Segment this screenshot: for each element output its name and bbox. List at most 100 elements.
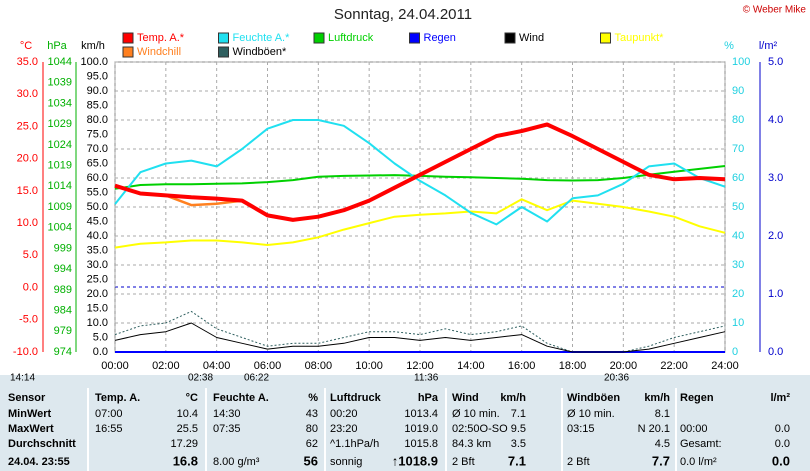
y-tick-label: 45.0: [87, 215, 108, 227]
legend-swatch: [600, 32, 611, 44]
table-cell: 07:00: [95, 408, 123, 420]
table-cell: 24.04. 23:55: [8, 456, 70, 468]
table-cell: 1019.0: [404, 423, 438, 435]
y-tick-label: 50.0: [87, 201, 108, 213]
series-line: [114, 119, 726, 226]
y-tick-label: 5.0: [768, 56, 783, 68]
x-tick-label: 00:00: [101, 360, 129, 372]
legend-label: Feuchte A.*: [233, 32, 291, 44]
y-tick-label: 30.0: [17, 88, 38, 100]
table-cell: 0.0: [775, 438, 790, 450]
x-tick-label: 24:00: [711, 360, 739, 372]
y-tick-label: -10.0: [13, 346, 38, 358]
axis-unit: km/h: [81, 40, 105, 52]
table-cell: ^1.1hPa/h: [330, 438, 379, 450]
table-cell: 00:00: [680, 423, 708, 435]
series-line: [114, 322, 726, 353]
table-header: %: [308, 392, 318, 404]
y-tick-label: 80: [732, 114, 744, 126]
table-header: Wind: [452, 392, 479, 404]
legend-label: Windböen*: [233, 46, 288, 58]
x-tick-label: 18:00: [559, 360, 587, 372]
axis-unit: %: [724, 40, 734, 52]
legend-swatch: [504, 32, 516, 44]
y-tick-label: 1034: [48, 97, 72, 109]
y-tick-label: 5.0: [93, 331, 108, 343]
y-tick-label: -5.0: [19, 314, 38, 326]
y-tick-label: 984: [54, 304, 72, 316]
table-cell: 56: [304, 453, 318, 468]
y-tick-label: 989: [54, 284, 72, 296]
y-tick-label: 15.0: [87, 302, 108, 314]
table-cell: 1015.8: [404, 438, 438, 450]
table-cell: Durchschnitt: [8, 438, 76, 450]
table-header: Temp. A.: [95, 392, 140, 404]
table-cell: MaxWert: [8, 423, 54, 435]
table-cell: sonnig: [330, 456, 362, 468]
legend-swatch: [122, 32, 134, 44]
table-header: °C: [186, 392, 198, 404]
table-cell: 80: [306, 423, 318, 435]
legend-swatch: [122, 46, 134, 58]
y-tick-label: 75.0: [87, 128, 108, 140]
table-header: Sensor: [8, 392, 46, 404]
title: Sonntag, 24.04.2011: [334, 6, 472, 23]
y-tick-label: 35.0: [17, 56, 38, 68]
y-tick-label: 25.0: [17, 120, 38, 132]
x-tick-label: 04:00: [203, 360, 231, 372]
table-cell: 7.1: [511, 408, 526, 420]
y-tick-label: 5.0: [23, 249, 38, 261]
time-annotation: 06:22: [244, 373, 269, 384]
series-line: [114, 198, 726, 249]
y-tick-label: 90: [732, 85, 744, 97]
y-tick-label: 60.0: [87, 172, 108, 184]
y-tick-label: 70: [732, 143, 744, 155]
y-tick-label: 1029: [48, 118, 72, 130]
table-cell: 17.29: [170, 438, 198, 450]
y-tick-label: 20.0: [17, 153, 38, 165]
y-tick-label: 10: [732, 317, 744, 329]
y-tick-label: 2.0: [768, 230, 783, 242]
y-tick-label: 10.0: [17, 217, 38, 229]
x-tick-label: 10:00: [355, 360, 383, 372]
table-header: Regen: [680, 392, 714, 404]
y-tick-label: 1009: [48, 201, 72, 213]
table-cell: Ø 10 min.: [567, 408, 615, 420]
time-annotation: 20:36: [604, 373, 629, 384]
y-tick-label: 30.0: [87, 259, 108, 271]
y-tick-label: 1019: [48, 159, 72, 171]
y-tick-label: 994: [54, 263, 72, 275]
y-tick-label: 40.0: [87, 230, 108, 242]
y-tick-label: 1014: [48, 180, 72, 192]
legend-label: Wind: [519, 32, 544, 44]
y-tick-label: 1039: [48, 77, 72, 89]
y-tick-label: 80.0: [87, 114, 108, 126]
legend-label: Luftdruck: [328, 32, 374, 44]
y-tick-label: 4.0: [768, 114, 783, 126]
table-cell: 23:20: [330, 423, 358, 435]
table-cell: 0.0 l/m²: [680, 456, 717, 468]
y-tick-label: 55.0: [87, 186, 108, 198]
y-tick-label: 0: [732, 346, 738, 358]
y-tick-label: 95.0: [87, 70, 108, 82]
y-tick-label: 90.0: [87, 85, 108, 97]
table-header: hPa: [418, 392, 439, 404]
table-cell: 00:20: [330, 408, 358, 420]
table-cell: Ø 10 min.: [452, 408, 500, 420]
legend-swatch: [218, 32, 229, 44]
y-tick-label: 0.0: [768, 346, 783, 358]
x-tick-label: 02:00: [152, 360, 180, 372]
legend-label: Temp. A.*: [137, 32, 185, 44]
y-tick-label: 25.0: [87, 273, 108, 285]
y-tick-label: 1024: [48, 139, 72, 151]
y-tick-label: 15.0: [17, 185, 38, 197]
legend-swatch: [313, 32, 325, 44]
table-cell: 8.00 g/m³: [213, 456, 260, 468]
x-tick-label: 14:00: [457, 360, 485, 372]
y-tick-label: 60: [732, 172, 744, 184]
table-cell: 10.4: [177, 408, 198, 420]
y-tick-label: 70.0: [87, 143, 108, 155]
table-cell: 3.5: [511, 438, 526, 450]
table-cell: 0.0: [775, 423, 790, 435]
